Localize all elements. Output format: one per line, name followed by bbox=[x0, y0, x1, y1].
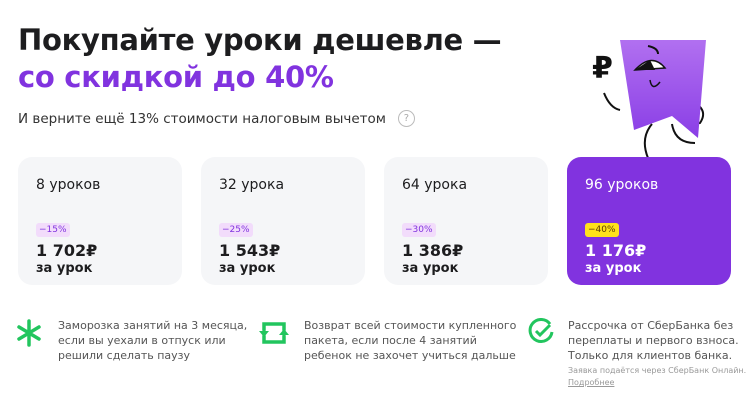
feature-text-line: Заморозка занятий на 3 месяца, bbox=[58, 319, 248, 332]
feature-refund: Возврат всей стоимости купленного пакета,… bbox=[258, 318, 516, 363]
feature-text-line: если вы уехали в отпуск или bbox=[58, 334, 226, 347]
card-per-lesson: за урок bbox=[402, 261, 459, 276]
discount-badge: −15% bbox=[36, 223, 70, 237]
card-per-lesson: за урок bbox=[585, 261, 642, 276]
discount-badge: −30% bbox=[402, 223, 436, 237]
feature-freeze: Заморозка занятий на 3 месяца, если вы уе… bbox=[14, 318, 247, 363]
package-card-96[interactable]: 96 уроков −40% 1 176₽ за урок bbox=[567, 157, 731, 285]
package-card-8[interactable]: 8 уроков −15% 1 702₽ за урок bbox=[18, 157, 182, 285]
feature-text-line: ребенок не захочет учиться дальше bbox=[304, 349, 516, 362]
subtitle-text: И верните ещё 13% стоимости налоговым вы… bbox=[18, 110, 386, 127]
check-circle-icon bbox=[528, 318, 554, 343]
card-price: 1 543₽ bbox=[219, 241, 281, 260]
feature-installment: Рассрочка от СберБанка без переплаты и пе… bbox=[528, 318, 746, 389]
card-per-lesson: за урок bbox=[36, 261, 93, 276]
subtitle: И верните ещё 13% стоимости налоговым вы… bbox=[18, 110, 415, 127]
asterisk-icon bbox=[17, 319, 41, 347]
card-title: 64 урока bbox=[402, 177, 468, 193]
package-card-64[interactable]: 64 урока −30% 1 386₽ за урок bbox=[384, 157, 548, 285]
title-line-2: со скидкой до 40% bbox=[18, 60, 334, 94]
card-price: 1 702₽ bbox=[36, 241, 98, 260]
mascot-illustration: ₽ bbox=[592, 40, 706, 159]
feature-text-line: Только для клиентов банка. bbox=[568, 349, 733, 362]
svg-text:₽: ₽ bbox=[592, 51, 613, 86]
feature-text-line: Возврат всей стоимости купленного bbox=[304, 319, 517, 332]
more-link[interactable]: Подробнее bbox=[568, 378, 615, 387]
discount-badge: −40% bbox=[585, 223, 619, 237]
card-price: 1 176₽ bbox=[585, 241, 647, 260]
feature-text-line: решили сделать паузу bbox=[58, 349, 191, 362]
feature-text-line: Рассрочка от СберБанка без bbox=[568, 319, 734, 332]
feature-text-line: переплаты и первого взноса. bbox=[568, 334, 739, 347]
discount-badge: −25% bbox=[219, 223, 253, 237]
help-icon[interactable]: ? bbox=[397, 110, 415, 127]
card-title: 8 уроков bbox=[36, 177, 101, 193]
card-per-lesson: за урок bbox=[219, 261, 276, 276]
package-card-32[interactable]: 32 урока −25% 1 543₽ за урок bbox=[201, 157, 365, 285]
card-price: 1 386₽ bbox=[402, 241, 464, 260]
installment-note: Заявка подаётся через СберБанк Онлайн. bbox=[568, 366, 747, 375]
title-line-1: Покупайте уроки дешевле — bbox=[18, 23, 502, 57]
card-title: 96 уроков bbox=[585, 177, 659, 193]
card-title: 32 урока bbox=[219, 177, 285, 193]
feature-text-line: пакета, если после 4 занятий bbox=[304, 334, 477, 347]
page-title: Покупайте уроки дешевле — со скидкой до … bbox=[18, 22, 502, 96]
refresh-icon bbox=[259, 322, 289, 344]
